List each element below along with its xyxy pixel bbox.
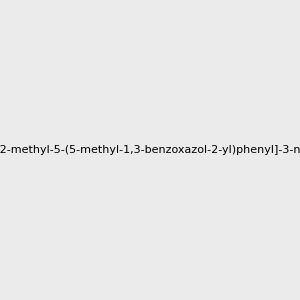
Text: 4-methoxy-N-[2-methyl-5-(5-methyl-1,3-benzoxazol-2-yl)phenyl]-3-nitrobenzamide: 4-methoxy-N-[2-methyl-5-(5-methyl-1,3-be… (0, 145, 300, 155)
